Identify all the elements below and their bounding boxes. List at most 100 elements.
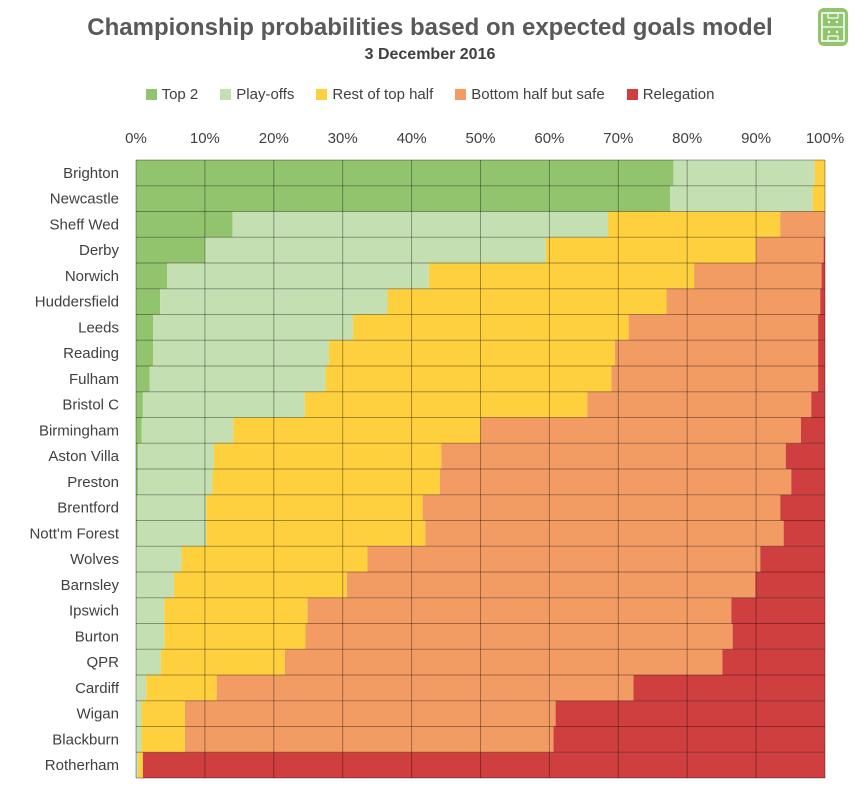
category-label: Aston Villa: [48, 448, 119, 465]
chart-legend: Top 2 Play-offs Rest of top half Bottom hal…: [0, 86, 860, 103]
bar-segment: [307, 597, 732, 624]
bar-segment: [633, 675, 825, 701]
bar-segment: [160, 288, 388, 315]
bar-segment: [818, 340, 825, 366]
bar-segment: [136, 546, 182, 572]
bar-segment: [141, 417, 234, 444]
category-label: Barnsley: [61, 577, 120, 594]
category-label: Birmingham: [39, 422, 119, 439]
bar-segment: [611, 366, 819, 392]
bar-segment: [328, 340, 615, 366]
bar-segment: [791, 469, 825, 495]
legend-swatch: [455, 89, 467, 100]
bar-segment: [136, 160, 674, 186]
x-tick-label: 0%: [125, 130, 147, 147]
bar-segment: [136, 649, 137, 675]
bar-segment: [673, 160, 815, 186]
bar-segment: [545, 237, 757, 263]
pitch-icon: [818, 8, 848, 46]
bar-segment: [422, 494, 781, 521]
bar-segment: [480, 417, 801, 444]
bar-segment: [353, 314, 629, 341]
bar-segment: [814, 160, 825, 186]
bar-segment: [142, 752, 825, 778]
bar-segment: [136, 726, 142, 753]
bar-segment: [783, 520, 825, 547]
bar-segment: [136, 700, 142, 727]
category-label: Wolves: [70, 551, 119, 568]
category-label: Rotherham: [45, 757, 119, 774]
legend-swatch: [626, 89, 638, 100]
bar-segment: [136, 391, 143, 418]
bar-segment: [136, 520, 138, 547]
bar-segment: [607, 211, 781, 238]
category-label: Preston: [67, 474, 119, 491]
category-label: Leeds: [78, 319, 119, 336]
bar-segment: [346, 572, 756, 598]
bar-segment: [136, 546, 137, 572]
category-label: Nott'm Forest: [29, 525, 119, 542]
bar-segment: [160, 649, 285, 675]
bar-segment: [136, 752, 139, 778]
bar-segment: [811, 391, 825, 418]
bar-segment: [206, 520, 426, 547]
bar-segment: [137, 494, 207, 521]
bar-segment: [780, 494, 825, 521]
bar-segment: [149, 366, 326, 392]
bar-segment: [136, 623, 165, 650]
legend-label: Bottom half but safe: [471, 86, 605, 103]
bar-segment: [167, 263, 429, 289]
bar-segment: [425, 520, 784, 547]
category-label: Brighton: [63, 165, 119, 182]
category-label: Blackburn: [52, 731, 119, 748]
category-label: Wigan: [76, 706, 119, 723]
category-label: Newcastle: [50, 191, 119, 208]
x-tick-label: 100%: [806, 130, 844, 147]
bar-segment: [184, 700, 556, 727]
x-tick-label: 80%: [672, 130, 702, 147]
bar-segment: [136, 288, 161, 315]
bar-segment: [136, 417, 142, 444]
bar-segment: [136, 572, 137, 598]
bar-segment: [138, 469, 213, 495]
legend-label: Top 2: [161, 86, 199, 103]
legend-label: Relegation: [642, 86, 715, 103]
bar-segment: [153, 340, 329, 366]
bar-segment: [760, 546, 825, 572]
bar-segment: [153, 314, 354, 341]
category-label: Fulham: [69, 371, 119, 388]
bar-segment: [136, 675, 147, 701]
bar-segment: [812, 185, 825, 212]
legend-label: Play-offs: [236, 86, 295, 103]
category-label: Burton: [75, 628, 119, 645]
bar-segment: [136, 623, 137, 650]
bar-segment: [821, 263, 825, 289]
category-label: Sheff Wed: [50, 216, 120, 233]
bar-segment: [439, 469, 792, 495]
legend-item: Rest of top half: [316, 86, 433, 103]
bar-segment: [305, 623, 733, 650]
bar-segment: [164, 623, 306, 650]
bar-segment: [628, 314, 819, 341]
bar-segment: [213, 443, 442, 469]
category-label: Cardiff: [75, 680, 120, 697]
bar-segment: [232, 211, 608, 238]
legend-label: Rest of top half: [332, 86, 434, 103]
bar-segment: [823, 237, 825, 263]
bar-segment: [304, 391, 588, 418]
bar-segment: [756, 237, 824, 263]
category-label: Norwich: [65, 268, 119, 285]
x-tick-label: 50%: [465, 130, 495, 147]
bar-segment: [138, 443, 214, 469]
x-tick-label: 60%: [534, 130, 564, 147]
x-tick-label: 30%: [328, 130, 358, 147]
bar-segment: [164, 597, 308, 624]
x-tick-label: 70%: [603, 130, 633, 147]
category-label: Bristol C: [62, 397, 119, 414]
bar-segment: [785, 443, 825, 469]
bar-segment: [141, 700, 185, 727]
category-label: Derby: [79, 242, 120, 259]
bar-segment: [325, 366, 612, 392]
bar-segment: [216, 675, 634, 701]
